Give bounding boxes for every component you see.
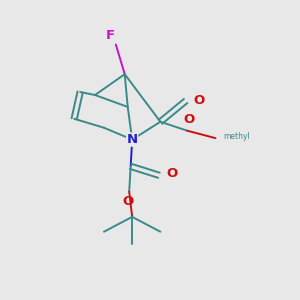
Text: O: O bbox=[193, 94, 204, 107]
Text: O: O bbox=[122, 195, 133, 208]
Text: methyl: methyl bbox=[223, 132, 250, 141]
Text: O: O bbox=[183, 113, 194, 126]
Text: N: N bbox=[127, 133, 138, 146]
Text: F: F bbox=[105, 28, 114, 41]
Text: O: O bbox=[166, 167, 178, 180]
